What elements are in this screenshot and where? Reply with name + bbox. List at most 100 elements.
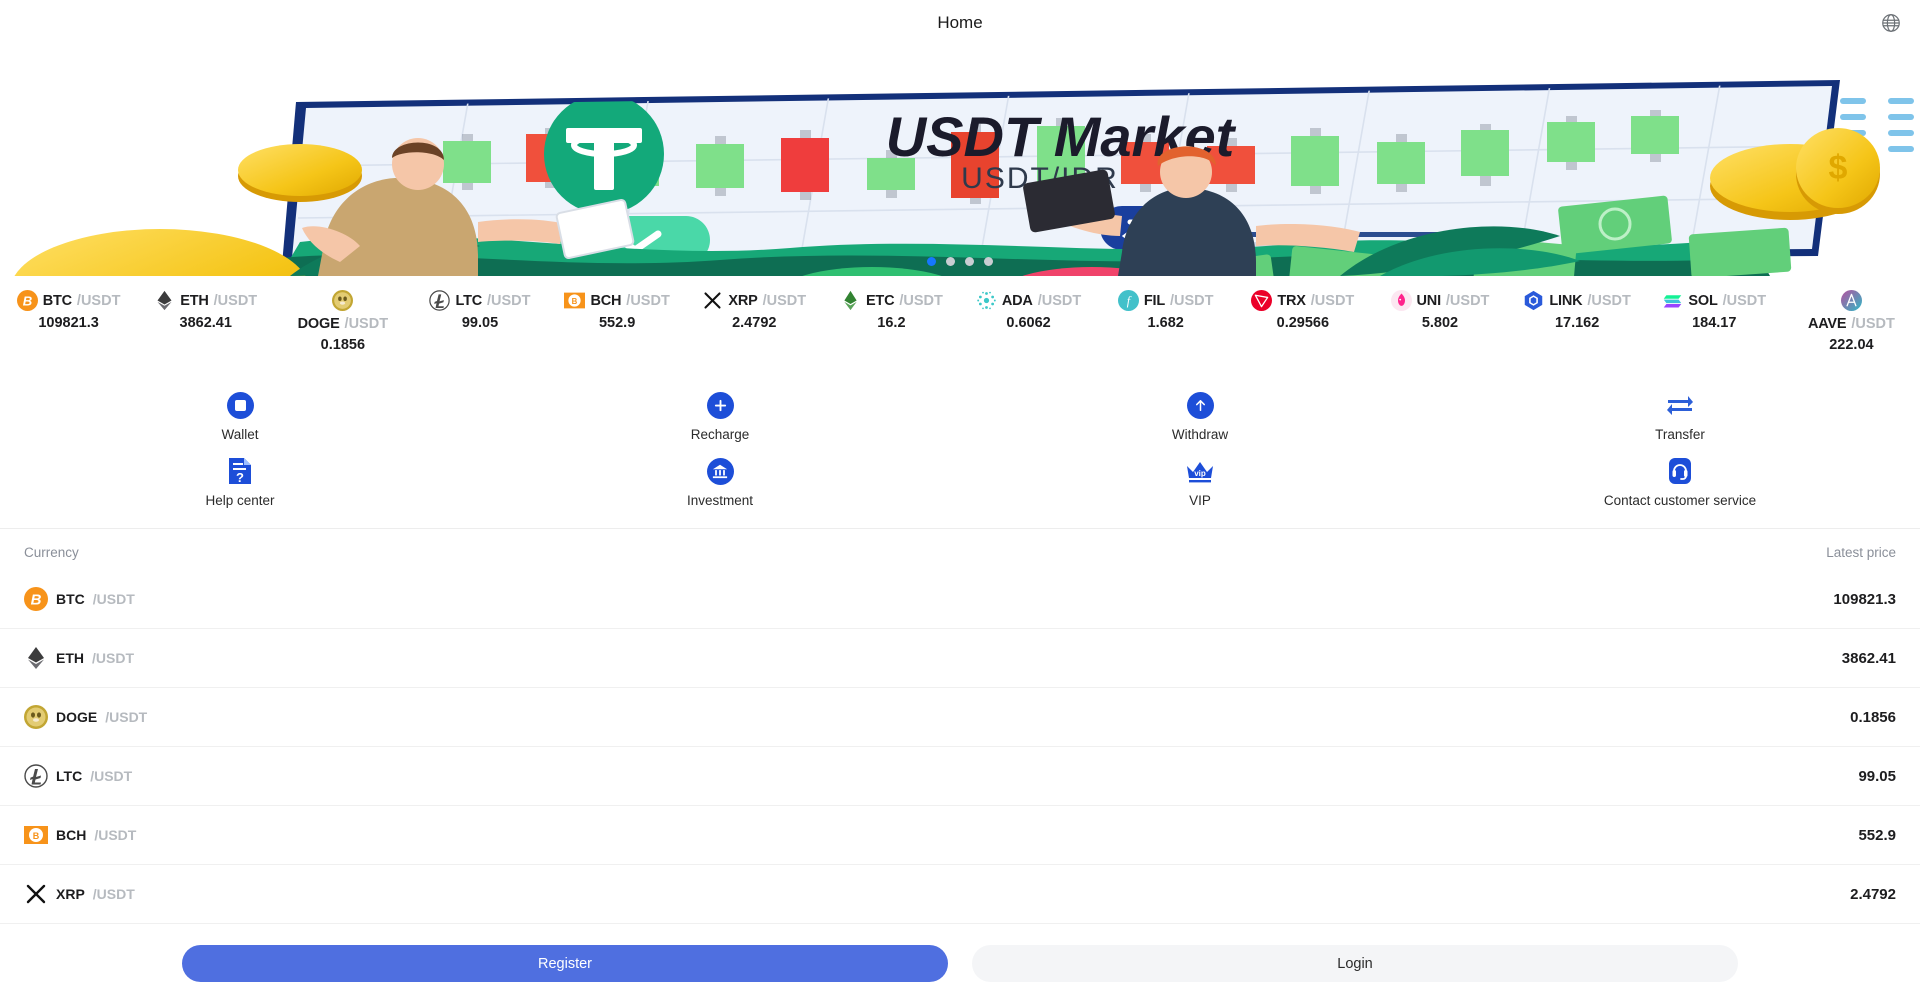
ticker-btc[interactable]: B BTC/USDT 109821.3	[0, 290, 137, 331]
bch-icon: B	[564, 290, 586, 311]
ticker-quote: /USDT	[626, 292, 670, 309]
banner-character-right	[1023, 146, 1360, 276]
trx-icon	[1251, 290, 1273, 311]
ticker-doge[interactable]: DOGE/USDT 0.1856	[274, 290, 411, 353]
ticker-bch[interactable]: B BCH/USDT 552.9	[549, 290, 686, 331]
action-investment[interactable]: Investment	[480, 446, 960, 512]
ticker-quote: /USDT	[76, 292, 121, 309]
row-latest-price: 552.9	[1858, 826, 1896, 844]
carousel-dot-4[interactable]	[984, 257, 993, 266]
ticker-symbol: LINK	[1549, 292, 1583, 309]
eth-icon	[154, 290, 175, 311]
svg-text:B: B	[572, 297, 578, 306]
row-quote: /USDT	[94, 827, 137, 843]
action-label: Withdraw	[1171, 427, 1229, 442]
column-header-latest-price: Latest price	[1826, 545, 1896, 560]
link-icon	[1523, 290, 1544, 311]
carousel-dot-2[interactable]	[946, 257, 955, 266]
ticker-fil[interactable]: f FIL/USDT 1.682	[1097, 290, 1234, 331]
ticker-symbol: BTC	[42, 292, 72, 309]
ticker-price: 0.6062	[1006, 315, 1051, 331]
ticker-price: 3862.41	[179, 315, 232, 331]
row-symbol: BTC	[56, 591, 85, 607]
market-ticker-strip[interactable]: B BTC/USDT 109821.3 ETH/USDT 3862.41 DOGE/USD…	[0, 276, 1920, 368]
table-row[interactable]: B BCH/USDT 552.9	[0, 806, 1920, 865]
ticker-price: 109821.3	[38, 315, 99, 331]
ticker-price: 16.2	[877, 315, 906, 331]
transfer-arrows-icon	[1665, 390, 1695, 420]
ticker-price: 2.4792	[732, 315, 777, 331]
uni-icon	[1390, 290, 1412, 311]
ticker-quote: /USDT	[344, 316, 389, 332]
row-quote: /USDT	[92, 886, 135, 902]
action-transfer[interactable]: Transfer	[1440, 380, 1920, 446]
register-button[interactable]: Register	[182, 945, 948, 982]
carousel-dot-1[interactable]	[927, 257, 936, 266]
row-latest-price: 3862.41	[1841, 649, 1896, 667]
svg-text:B: B	[22, 293, 31, 308]
ticker-aave[interactable]: AAVE/USDT 222.04	[1783, 290, 1920, 353]
login-button[interactable]: Login	[972, 945, 1738, 982]
ticker-eth[interactable]: ETH/USDT 3862.41	[137, 290, 274, 331]
doge-icon	[332, 290, 354, 311]
ticker-symbol: ADA	[1001, 292, 1033, 309]
bch-icon: B	[24, 823, 48, 847]
ticker-quote: /USDT	[1037, 292, 1082, 309]
ticker-symbol: AAVE	[1807, 316, 1847, 332]
ticker-quote: /USDT	[1587, 292, 1631, 309]
ticker-ada[interactable]: ADA/USDT 0.6062	[960, 290, 1097, 331]
ticker-price: 17.162	[1554, 315, 1600, 331]
ticker-symbol: XRP	[728, 292, 758, 309]
action-label: VIP	[1189, 493, 1211, 508]
list-header: Currency Latest price	[0, 529, 1920, 570]
ticker-price: 0.1856	[320, 337, 366, 353]
help-document-icon: ?	[225, 456, 255, 486]
ticker-uni[interactable]: UNI/USDT 5.802	[1371, 290, 1508, 331]
ticker-price: 222.04	[1829, 337, 1874, 353]
currency-list[interactable]: B BTC/USDT 109821.3 ETH/USDT 3862.41 DOGE/USD…	[0, 570, 1920, 924]
table-row[interactable]: B BTC/USDT 109821.3	[0, 570, 1920, 629]
svg-text:vip: vip	[1194, 469, 1206, 478]
row-symbol: DOGE	[56, 709, 98, 725]
table-row[interactable]: DOGE/USDT 0.1856	[0, 688, 1920, 747]
auth-bottom-bar: Register Login	[0, 934, 1920, 993]
action-vip[interactable]: vip VIP	[960, 446, 1440, 512]
row-symbol: ETH	[56, 650, 84, 666]
ticker-sol[interactable]: SOL/USDT 184.17	[1646, 290, 1783, 331]
table-row[interactable]: XRP/USDT 2.4792	[0, 865, 1920, 924]
action-label: Recharge	[690, 427, 750, 442]
quick-actions-row-2: ? Help center Investment	[0, 446, 1920, 512]
row-quote: /USDT	[92, 591, 135, 607]
ticker-ltc[interactable]: LTC/USDT 99.05	[411, 290, 548, 331]
banner-character-left	[302, 138, 635, 276]
svg-text:B: B	[31, 592, 42, 609]
carousel-dots[interactable]	[0, 257, 1920, 266]
svg-text:?: ?	[236, 470, 244, 485]
ticker-quote: /USDT	[762, 292, 807, 309]
promo-banner-carousel[interactable]: USDT Market USDT/IDR	[0, 46, 1920, 276]
row-latest-price: 109821.3	[1833, 590, 1896, 608]
action-withdraw[interactable]: Withdraw	[960, 380, 1440, 446]
xrp-icon	[702, 290, 723, 311]
action-recharge[interactable]: Recharge	[480, 380, 960, 446]
action-wallet[interactable]: Wallet	[0, 380, 480, 446]
action-help-center[interactable]: ? Help center	[0, 446, 480, 512]
sol-icon	[1662, 290, 1683, 311]
ticker-symbol: ETH	[180, 292, 209, 309]
ticker-price: 5.802	[1421, 315, 1459, 331]
page-title: Home	[937, 13, 983, 32]
ticker-symbol: FIL	[1143, 292, 1166, 309]
row-latest-price: 2.4792	[1850, 885, 1896, 903]
ticker-link[interactable]: LINK/USDT 17.162	[1509, 290, 1646, 331]
table-row[interactable]: LTC/USDT 99.05	[0, 747, 1920, 806]
banner-illustration: USDT Market USDT/IDR	[0, 46, 1920, 276]
action-contact-customer-service[interactable]: Contact customer service	[1440, 446, 1920, 512]
table-row[interactable]: ETH/USDT 3862.41	[0, 629, 1920, 688]
ticker-etc[interactable]: ETC/USDT 16.2	[823, 290, 960, 331]
carousel-dot-3[interactable]	[965, 257, 974, 266]
globe-icon[interactable]	[1878, 10, 1904, 36]
ticker-xrp[interactable]: XRP/USDT 2.4792	[686, 290, 823, 331]
etc-icon	[840, 290, 861, 311]
headset-icon	[1665, 456, 1695, 486]
ticker-trx[interactable]: TRX/USDT 0.29566	[1234, 290, 1371, 331]
